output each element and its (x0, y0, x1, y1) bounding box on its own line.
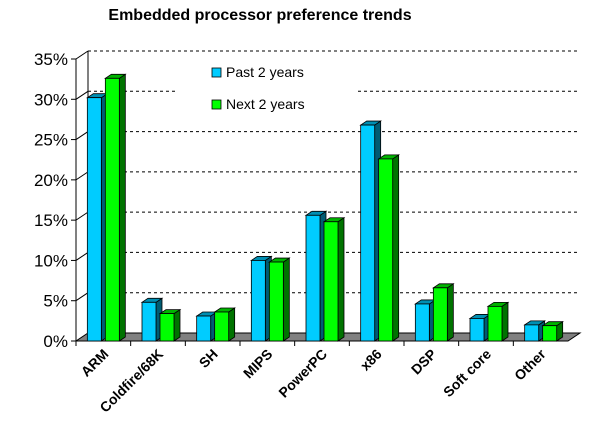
bar-coldfire-68k-past (140, 297, 164, 342)
bar-other-past (523, 320, 546, 342)
legend-label: Next 2 years (226, 96, 305, 112)
bar-mips-past (250, 255, 273, 342)
bar-x86-past (359, 120, 382, 342)
y-tick-label: 5% (43, 292, 68, 311)
chart-title: Embedded processor preference trends (108, 7, 412, 24)
legend-swatch (211, 99, 222, 110)
bar-powerpc-past (304, 210, 328, 342)
x-category-label: MIPS (240, 346, 276, 382)
bar-soft-core-next (486, 301, 510, 342)
bar-coldfire-68k-next (158, 308, 182, 342)
x-category-label: x86 (357, 346, 385, 374)
bar-powerpc-next (322, 217, 346, 342)
x-category-label: DSP (408, 346, 440, 378)
bar-soft-core-past (468, 313, 492, 342)
bar-other-next (541, 320, 564, 342)
gridline-side (75, 171, 89, 181)
gridline-side (75, 252, 89, 261)
legend-background (175, 60, 355, 122)
bar-dsp-next (432, 283, 455, 342)
bar-dsp-past (414, 299, 437, 342)
x-category-label: PowerPC (275, 346, 330, 401)
y-tick-label: 35% (34, 50, 68, 69)
gridline-side (75, 90, 89, 100)
y-tick-label: 30% (34, 90, 68, 109)
y-tick-label: 15% (34, 211, 68, 230)
y-tick-label: 20% (34, 171, 68, 190)
bar-x86-next (377, 154, 400, 342)
gridline-side (75, 131, 89, 140)
bar-sh-past (195, 311, 218, 342)
x-category-label: Soft core (440, 346, 494, 400)
y-tick-label: 10% (34, 251, 68, 270)
x-category-label: Other (511, 345, 549, 383)
x-category-label: ARM (78, 346, 112, 380)
legend-label: Past 2 years (226, 64, 304, 80)
bar-sh-next (213, 307, 236, 342)
y-tick-label: 0% (43, 332, 68, 351)
bar-mips-next (268, 257, 291, 342)
y-tick-label: 25% (34, 131, 68, 150)
bar-arm-next (104, 73, 127, 342)
legend: Past 2 years Next 2 years (175, 60, 355, 122)
x-category-label: SH (196, 346, 221, 371)
gridline-side (75, 50, 89, 60)
legend-swatch (211, 67, 222, 78)
bar-arm-past (86, 92, 109, 342)
gridline-side (75, 292, 89, 302)
gridline-side (75, 211, 89, 221)
bars (86, 73, 564, 342)
